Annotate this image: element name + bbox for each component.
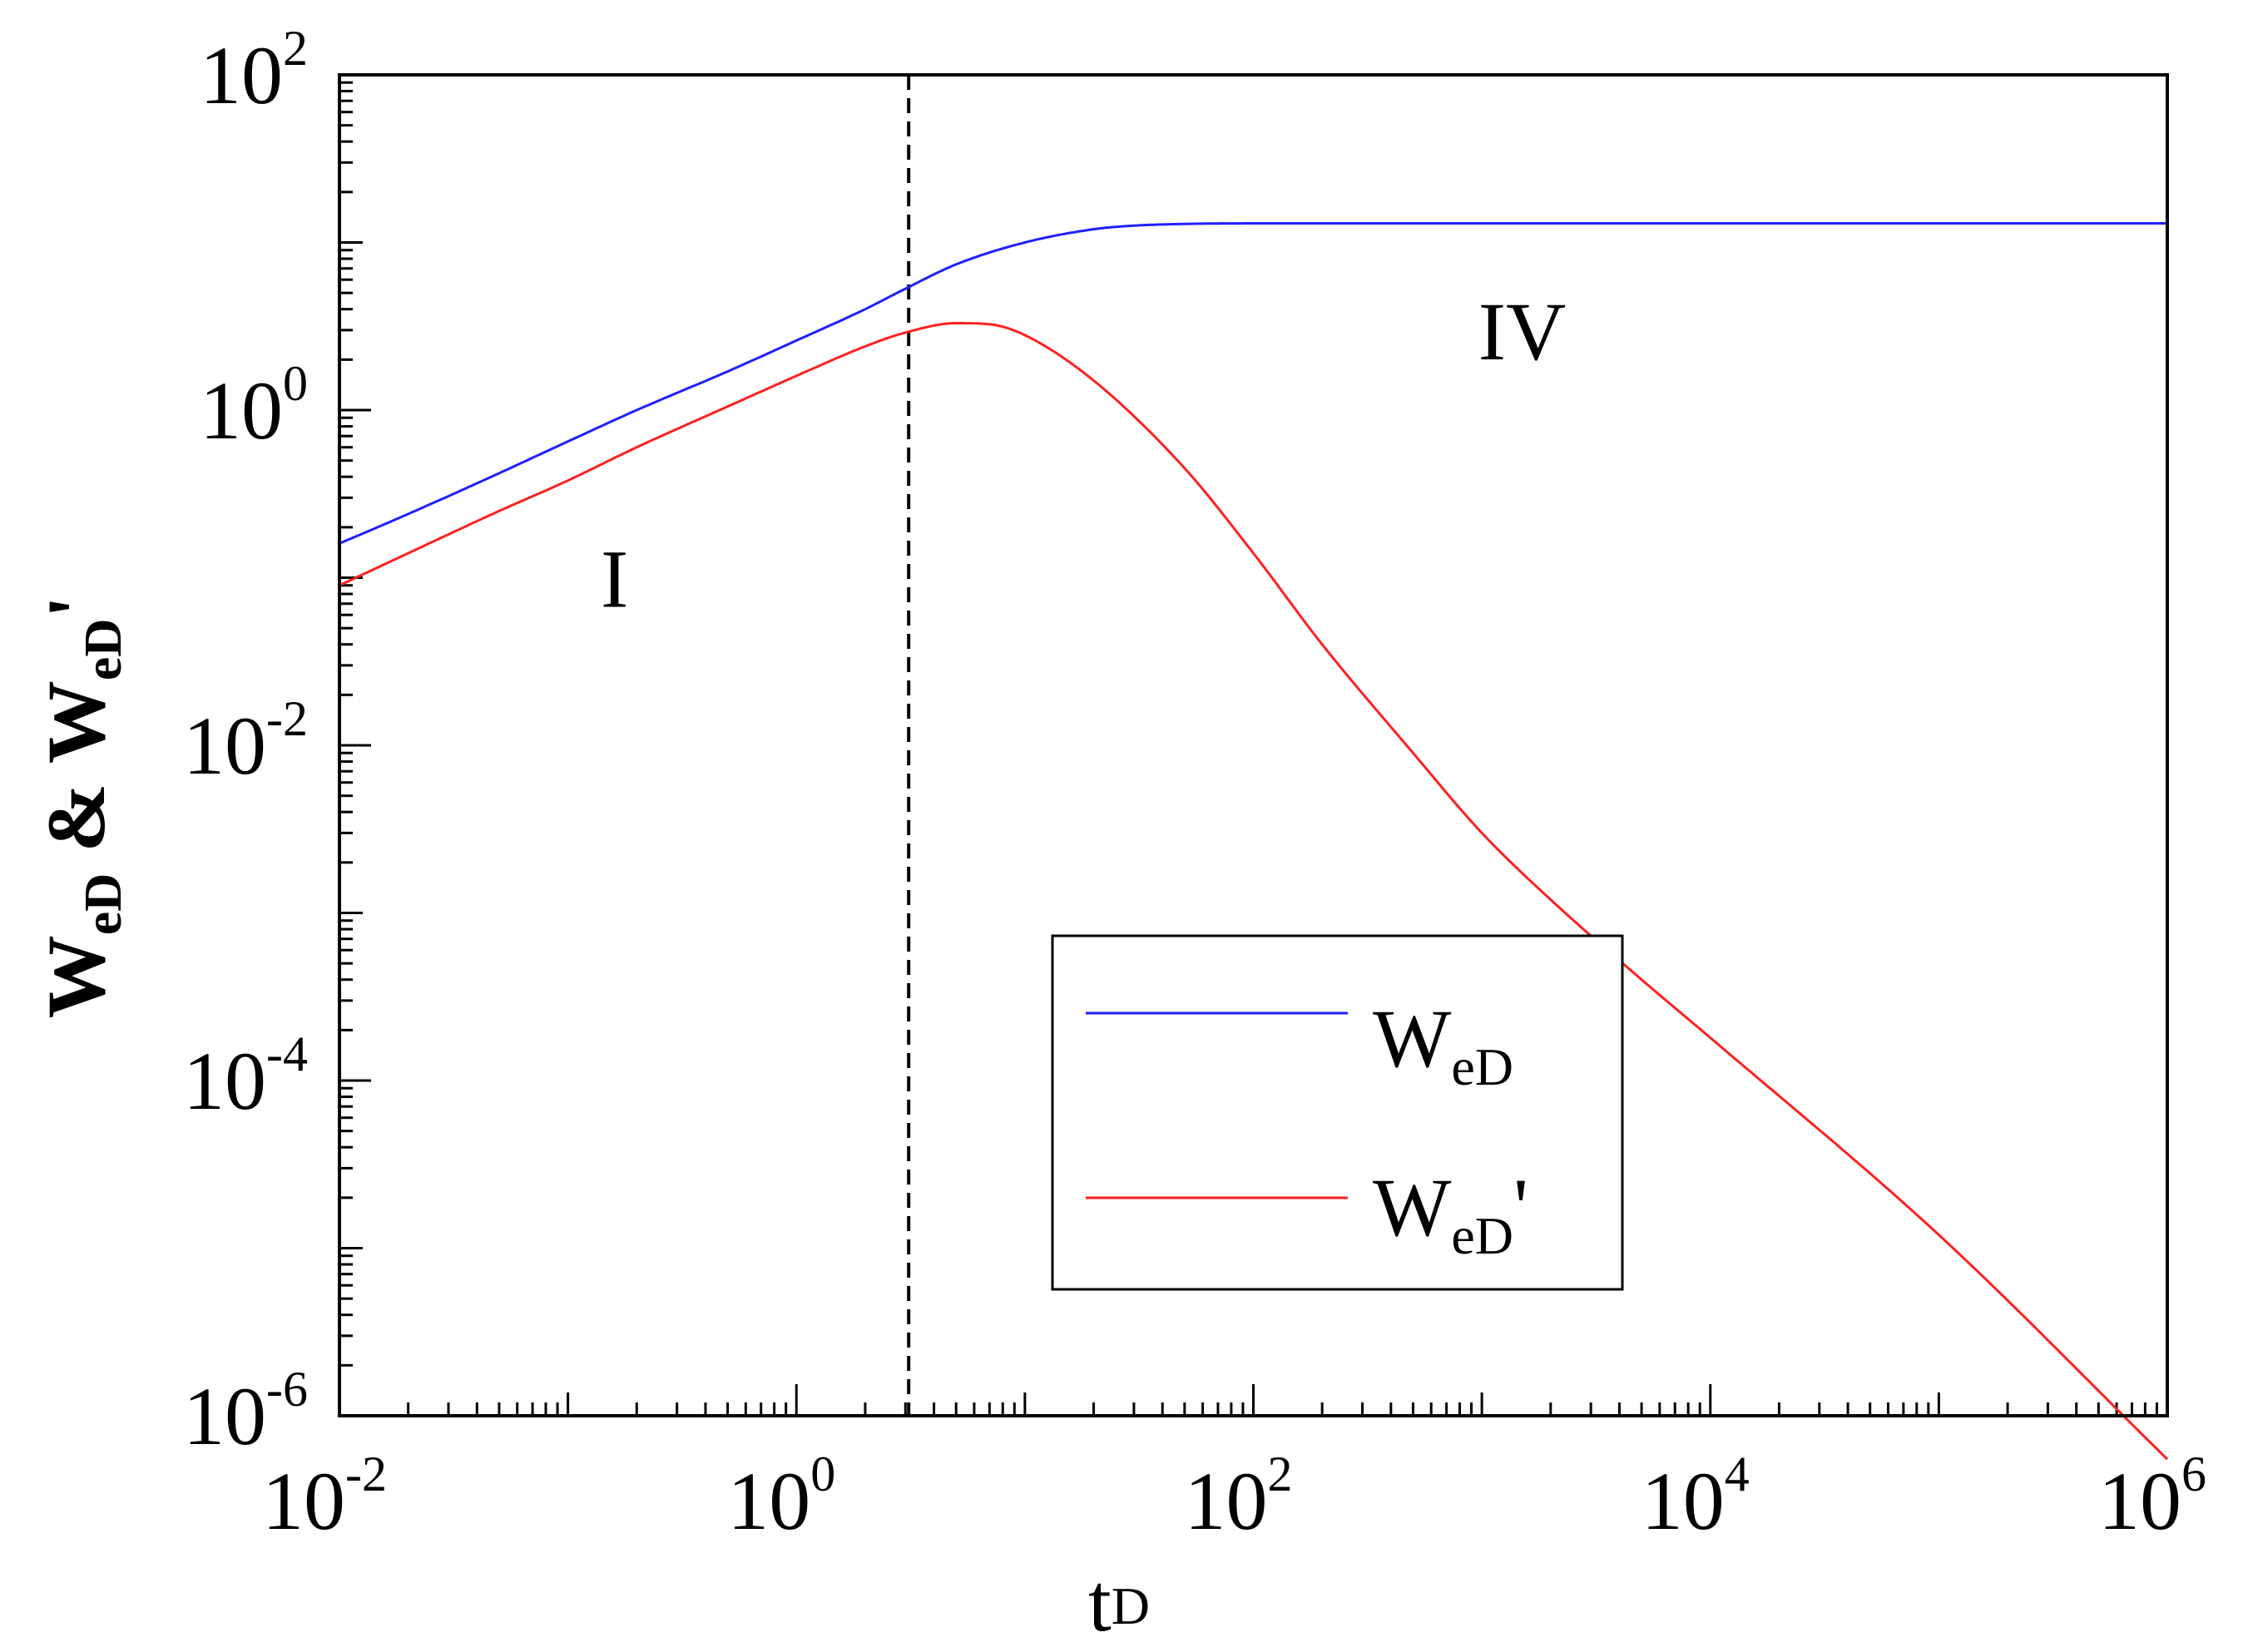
plot-frame	[338, 73, 2169, 1417]
legend-label-weD-sub: eD	[1451, 1037, 1513, 1096]
x-tick-exponent: -2	[345, 1447, 387, 1501]
y-axis-label: WeD & WeD'	[30, 596, 132, 1019]
y-tick-label: 10-6	[183, 1362, 308, 1462]
legend: WeD WeD'	[1051, 934, 1624, 1291]
y-axis-label-w2: W	[30, 680, 122, 764]
y-tick-label: 100	[200, 356, 308, 457]
x-axis-label-sub: D	[1112, 1576, 1150, 1635]
y-tick-exponent: -4	[266, 1026, 308, 1081]
x-tick-base: 10	[727, 1455, 810, 1547]
legend-box	[1051, 934, 1624, 1291]
x-axis-label-main: t	[1088, 1556, 1112, 1649]
x-axis-label: tD	[1088, 1556, 1150, 1649]
region-label-IV: IV	[1478, 285, 1567, 378]
legend-label-weD-prime-sub: eD	[1451, 1206, 1513, 1265]
region-label-I: I	[601, 533, 628, 626]
y-tick-base: 10	[183, 700, 266, 792]
x-tick-exponent: 4	[1725, 1447, 1750, 1501]
x-tick-base: 10	[262, 1455, 345, 1547]
x-tick-base: 10	[1641, 1455, 1725, 1547]
x-tick-exponent: 2	[1268, 1447, 1293, 1501]
series-layer	[339, 222, 2169, 1461]
y-tick-label: 102	[200, 21, 308, 121]
y-axis-label-sub1: eD	[73, 873, 132, 936]
legend-label-weD-prime-main: W	[1373, 1161, 1452, 1254]
y-tick-exponent: -2	[266, 691, 308, 746]
series-line-weD-prime	[339, 322, 2169, 1461]
x-tick-label: 102	[1185, 1447, 1293, 1547]
y-axis-label-amp: &	[30, 764, 122, 873]
y-tick-base: 10	[200, 29, 283, 121]
x-tick-label: 106	[2098, 1447, 2206, 1547]
y-tick-exponent: 2	[283, 21, 308, 76]
x-tick-label: 100	[727, 1447, 835, 1547]
x-tick-base: 10	[2098, 1455, 2181, 1547]
y-tick-exponent: -6	[266, 1362, 308, 1417]
y-tick-label: 10-2	[183, 691, 308, 792]
x-tick-labels: 10-2 100 102 104 106	[262, 1447, 2206, 1547]
y-axis-label-sub2: eD	[73, 619, 132, 681]
x-tick-label: 10-2	[262, 1447, 387, 1547]
minor-ticks	[339, 81, 2158, 1416]
y-tick-base: 10	[183, 1035, 266, 1127]
x-tick-exponent: 6	[2181, 1447, 2206, 1501]
y-tick-label: 10-4	[183, 1026, 308, 1127]
series-line-weD	[339, 222, 2167, 545]
legend-label-weD-prime: WeD'	[1373, 1161, 1528, 1265]
y-tick-exponent: 0	[283, 356, 308, 411]
x-tick-exponent: 0	[810, 1447, 835, 1501]
y-tick-base: 10	[200, 364, 283, 457]
y-axis-label-prime: '	[30, 596, 122, 619]
x-tick-base: 10	[1185, 1455, 1268, 1547]
legend-label-weD-prime-suffix: '	[1513, 1161, 1528, 1254]
x-tick-label: 104	[1641, 1447, 1750, 1547]
y-tick-base: 10	[183, 1370, 266, 1462]
y-axis-label-w1: W	[30, 935, 122, 1018]
legend-label-weD: WeD	[1373, 992, 1513, 1096]
legend-label-weD-main: W	[1373, 992, 1452, 1085]
